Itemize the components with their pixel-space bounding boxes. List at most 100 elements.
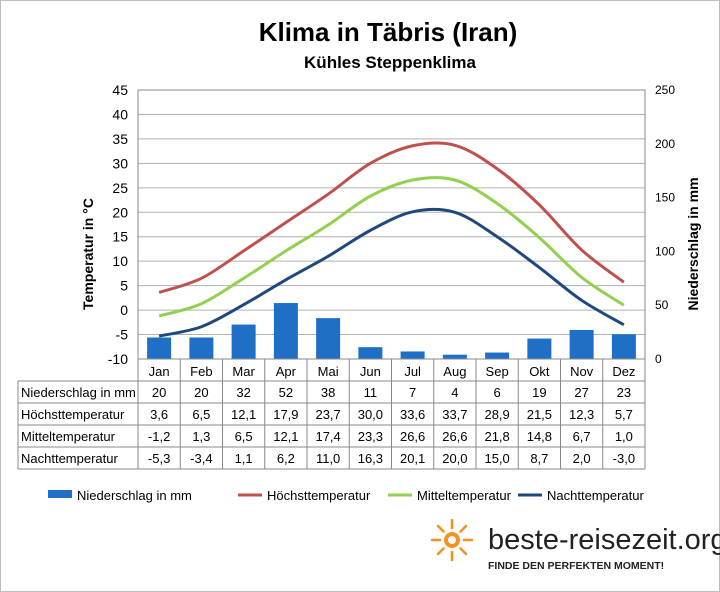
y-tick-label-left: 40 (112, 106, 128, 122)
y-axis-label-right: Niederschlag in mm (685, 177, 701, 310)
y-tick-label-right: 0 (655, 352, 662, 366)
chart-title: Klima in Täbris (Iran) (259, 17, 518, 47)
y-tick-label-left: 45 (112, 82, 128, 98)
table-row-header: Höchsttemperatur (21, 407, 125, 422)
x-tick-label: Jun (360, 364, 381, 379)
left-axis-ticks: -10 -5 0 5 10 15 20 25 30 35 40 45 (108, 82, 128, 367)
table-row-header: Mitteltemperatur (21, 429, 116, 444)
x-tick-label: Feb (190, 364, 212, 379)
y-tick-label-left: 5 (120, 278, 128, 294)
bar-precipitation (316, 318, 341, 359)
table-row-header: Nachttemperatur (21, 451, 118, 466)
y-tick-label-left: -5 (116, 327, 129, 343)
plot-area (137, 89, 646, 360)
line-nachttemperatur (158, 207, 625, 338)
bar-precipitation (273, 303, 298, 359)
brand-name: beste-reisezeit.org (488, 524, 720, 556)
brand-slogan: FINDE DEN PERFEKTEN MOMENT! (488, 560, 664, 572)
y-tick-label-left: 35 (112, 131, 128, 147)
table-cell: 3,6 (150, 407, 168, 422)
y-tick-label-right: 250 (655, 83, 675, 97)
x-tick-label: Mai (318, 364, 339, 379)
table-cell: 21,8 (484, 429, 509, 444)
legend-label: Niederschlag in mm (77, 488, 192, 503)
table-cell: 6,2 (277, 451, 295, 466)
x-tick-label: Nov (570, 364, 594, 379)
table-cell: 6 (494, 385, 501, 400)
table-cell: 8,7 (530, 451, 548, 466)
table-cell: 15,0 (484, 451, 509, 466)
bar-precipitation (485, 352, 510, 359)
legend-item: Mitteltemperatur (388, 488, 512, 503)
table-cell: 11,0 (316, 451, 340, 466)
y-tick-label-left: 15 (112, 229, 128, 245)
table-cell: -3,4 (190, 451, 212, 466)
table-cell: 33,6 (400, 407, 425, 422)
table-cell: 16,3 (358, 451, 383, 466)
table-cell: 20 (152, 385, 166, 400)
table-cell: 17,9 (273, 407, 298, 422)
y-tick-label-left: 20 (112, 204, 128, 220)
x-tick-label: Apr (276, 364, 297, 379)
y-tick-label-left: -10 (108, 351, 128, 367)
x-tick-label: Jul (404, 364, 421, 379)
table-cell: 52 (279, 385, 293, 400)
legend-item: Niederschlag in mm (48, 488, 192, 503)
legend-label: Mitteltemperatur (417, 488, 512, 503)
y-tick-label-left: 0 (120, 302, 128, 318)
table-cell: 20 (194, 385, 208, 400)
table-cell: -3,0 (613, 451, 635, 466)
x-tick-label: Sep (486, 364, 509, 379)
bar-precipitation (189, 337, 214, 359)
table-cell: 6,7 (573, 429, 591, 444)
table-cell: 12,1 (273, 429, 298, 444)
table-cell: 12,3 (569, 407, 594, 422)
bar-precipitation (611, 334, 636, 359)
table-cell: 11 (364, 385, 378, 400)
table-cell: 23,7 (315, 407, 340, 422)
line-mitteltemperatur (158, 176, 625, 318)
y-axis-label-left: Temperatur in °C (80, 198, 96, 310)
bar-precipitation (358, 347, 383, 359)
line-höchsttemperatur (158, 141, 625, 294)
x-tick-label: Mar (232, 364, 255, 379)
table-cell: 30,0 (358, 407, 383, 422)
table-row-header: Niederschlag in mm (21, 385, 136, 400)
legend-item: Höchsttemperatur (238, 488, 371, 503)
x-tick-label: Okt (529, 364, 550, 379)
table-cell: 26,6 (400, 429, 425, 444)
bar-precipitation (231, 324, 256, 359)
bar-precipitation (569, 329, 594, 359)
gridlines (138, 89, 645, 360)
sun-logo-icon (430, 518, 474, 562)
legend-label: Nachttemperatur (547, 488, 644, 503)
legend-swatch (48, 490, 72, 498)
table-cell: 23,3 (358, 429, 383, 444)
x-tick-label: Dez (612, 364, 635, 379)
table-cell: 4 (451, 385, 458, 400)
table-cell: 6,5 (192, 407, 210, 422)
bar-precipitation (147, 337, 172, 359)
table-cell: 1,1 (235, 451, 253, 466)
table-cell: 33,7 (442, 407, 467, 422)
y-tick-label-right: 150 (655, 191, 675, 205)
table-cell: 21,5 (527, 407, 552, 422)
table-cell: 20,0 (442, 451, 467, 466)
table-cell: 14,8 (527, 429, 552, 444)
y-tick-label-right: 100 (655, 244, 675, 258)
y-tick-label-right: 200 (655, 137, 675, 151)
y-tick-label-left: 10 (112, 253, 128, 269)
legend: Niederschlag in mm Höchsttemperatur Mittel… (48, 488, 644, 503)
x-tick-label: Jan (149, 364, 170, 379)
bar-precipitation (442, 354, 467, 359)
table-cell: 17,4 (315, 429, 340, 444)
y-tick-label-left: 25 (112, 180, 128, 196)
table-cell: 38 (321, 385, 335, 400)
table-cell: 7 (409, 385, 416, 400)
x-tick-label: Aug (443, 364, 466, 379)
bar-precipitation (527, 338, 552, 359)
table-cell: -5,3 (148, 451, 170, 466)
table-cell: 28,9 (484, 407, 509, 422)
table-cell: 23 (617, 385, 631, 400)
